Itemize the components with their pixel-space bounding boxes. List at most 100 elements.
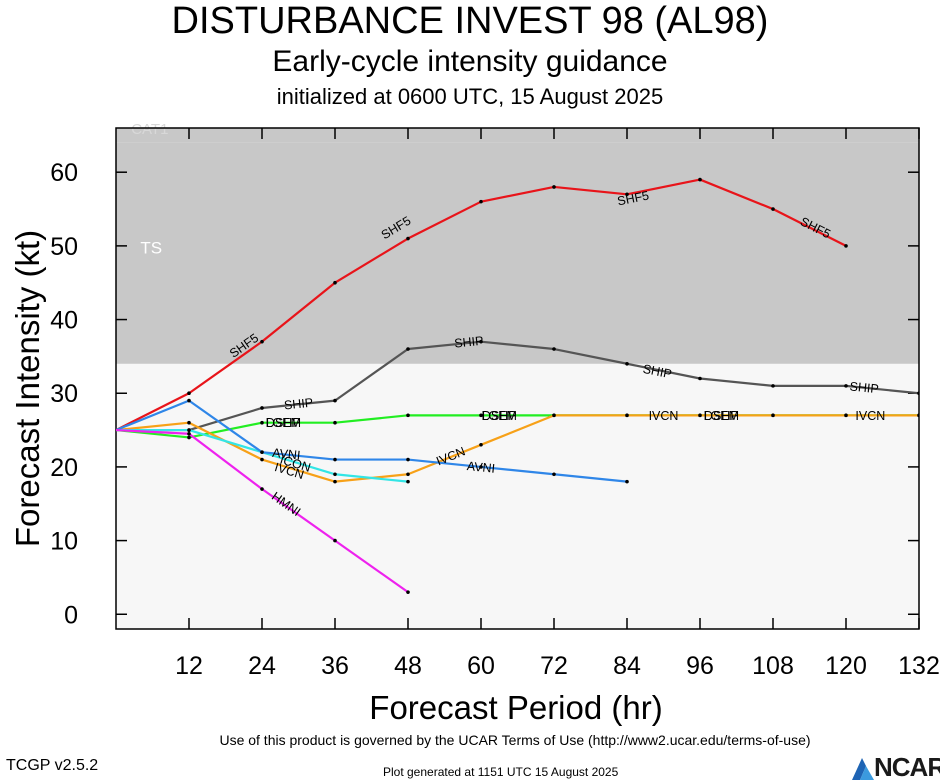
data-point-ship <box>406 347 410 351</box>
data-point-ivcn <box>844 413 848 418</box>
data-point-ivcn <box>625 413 629 418</box>
data-point-shf5 <box>479 199 483 204</box>
data-point-ship <box>917 391 919 396</box>
data-point-shf5 <box>625 192 629 197</box>
data-point-ivcn <box>917 413 919 418</box>
intensity-chart: TS CAT1 12 24 36 48 60 72 84 96 108 120 132 0 10 20 30 40… <box>9 121 940 726</box>
band-label-ts: TS <box>140 238 162 257</box>
data-point-ship <box>771 384 775 388</box>
data-point-shf5 <box>552 185 556 189</box>
series-avni <box>116 398 629 484</box>
data-point-ship <box>479 339 483 344</box>
version-label: TCGP v2.5.2 <box>6 757 99 774</box>
y-tick-label: 30 <box>50 380 78 408</box>
data-point-hmni <box>333 538 337 543</box>
series-shf5 <box>116 177 848 432</box>
series-label-dshp: DSHP <box>266 416 301 430</box>
y-tick-label: 20 <box>50 454 78 482</box>
series-ivcn <box>116 413 919 484</box>
data-point-avni <box>479 465 483 469</box>
data-point-icon <box>406 479 410 484</box>
x-tick-label: 84 <box>613 652 641 680</box>
generated-timestamp: Plot generated at 1151 UTC 15 August 202… <box>383 765 619 779</box>
data-point-dshp <box>187 435 191 440</box>
series-label-ship: SHIP <box>454 334 484 351</box>
y-tick-label: 10 <box>50 528 78 556</box>
x-tick-label: 72 <box>540 652 568 680</box>
series-label-dshp: DSHP <box>482 409 517 423</box>
data-point-ivcn <box>187 420 191 425</box>
series-label-avni: AVNI <box>466 459 496 476</box>
y-tick-label: 50 <box>50 233 78 261</box>
x-tick-label: 48 <box>394 652 422 680</box>
x-axis-title: Forecast Period (hr) <box>369 689 662 726</box>
data-point-ship <box>333 398 337 403</box>
data-point-ivcn <box>406 472 410 477</box>
series-label-lgem: LGEM <box>482 409 517 423</box>
data-point-hmni <box>187 431 191 436</box>
data-point-avni <box>625 479 629 484</box>
terms-of-use-text: Use of this product is governed by the U… <box>219 732 811 748</box>
series-line-ivcn <box>116 414 919 483</box>
chart-subtitle: Early-cycle intensity guidance <box>272 45 668 78</box>
data-point-dshp <box>260 420 264 425</box>
data-point-avni <box>552 472 556 477</box>
series-label-ship: SHIP <box>642 362 673 381</box>
data-point-hmni <box>260 487 264 491</box>
ncar-logo: NCAR <box>850 752 940 782</box>
data-point-ship <box>698 376 702 381</box>
data-point-icon <box>187 428 191 432</box>
data-point-ship <box>844 384 848 388</box>
x-tick-label: 24 <box>248 652 276 680</box>
series-label-shf5: SHF5 <box>616 188 650 208</box>
data-point-hmni <box>406 590 410 594</box>
x-tick-label: 36 <box>321 652 349 680</box>
data-point-avni <box>187 398 191 403</box>
series-hmni <box>116 428 410 594</box>
series-label-lgem: LGEM <box>266 416 301 430</box>
ncar-logo-icon <box>852 758 874 780</box>
data-point-ship <box>260 406 264 410</box>
y-tick-label: 40 <box>50 307 78 335</box>
series-label-avni: AVNI <box>272 446 302 463</box>
y-tick-label: 60 <box>50 159 78 187</box>
data-point-avni <box>333 457 337 462</box>
data-point-avni <box>260 450 264 454</box>
plot-frame <box>115 127 920 630</box>
data-point-shf5 <box>698 177 702 182</box>
series-line-ship <box>116 340 919 432</box>
data-point-ivcn <box>698 413 702 418</box>
data-point-ivcn <box>552 413 556 418</box>
data-point-shf5 <box>333 280 337 285</box>
x-tick-label: 60 <box>467 652 495 680</box>
series-label-ship: SHIP <box>849 379 879 396</box>
series-label-ivcn: IVCN <box>855 409 885 423</box>
data-point-dshp <box>333 420 337 425</box>
data-point-avni <box>406 457 410 462</box>
x-tick-label: 120 <box>825 652 867 680</box>
data-point-icon <box>333 472 337 477</box>
data-point-ivcn <box>479 443 483 447</box>
y-tick-label: 0 <box>64 601 78 629</box>
data-point-shf5 <box>187 391 191 396</box>
series-label-lgem: LGEM <box>704 409 739 423</box>
data-point-ivcn <box>771 413 775 418</box>
series-label-dshp: DSHP <box>704 409 739 423</box>
data-point-shf5 <box>844 244 848 248</box>
data-point-shf5 <box>406 236 410 241</box>
x-tick-label: 96 <box>686 652 714 680</box>
data-point-ship <box>552 347 556 351</box>
chart-title: DISTURBANCE INVEST 98 (AL98) <box>171 0 769 42</box>
series-label-ivcn: IVCN <box>649 409 679 423</box>
y-axis-title: Forecast Intensity (kt) <box>9 230 46 547</box>
data-point-ivcn <box>260 457 264 462</box>
x-tick-label: 108 <box>752 652 794 680</box>
series-line-avni <box>116 399 628 483</box>
initialization-time: initialized at 0600 UTC, 15 August 2025 <box>276 84 664 109</box>
data-point-ivcn <box>333 479 337 484</box>
data-point-dshp <box>479 413 483 418</box>
data-point-shf5 <box>771 207 775 211</box>
data-point-dshp <box>406 413 410 418</box>
ncar-logo-text: NCAR <box>874 752 940 782</box>
series-label-ship: SHIP <box>283 396 313 413</box>
